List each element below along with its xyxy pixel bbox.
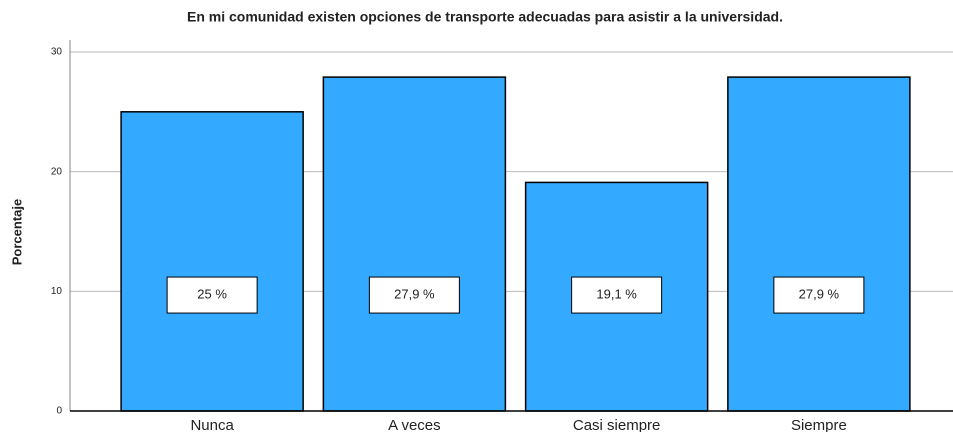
bar xyxy=(727,76,911,412)
value-label: 25 % xyxy=(197,287,227,302)
x-tick-label: Nunca xyxy=(190,417,234,432)
x-tick-label: Casi siempre xyxy=(573,417,661,432)
x-tick-label: A veces xyxy=(388,417,441,432)
y-tick-label: 10 xyxy=(51,286,63,297)
bar xyxy=(322,76,507,412)
value-label: 27,9 % xyxy=(394,287,435,302)
chart-title: En mi comunidad existen opciones de tran… xyxy=(187,9,783,25)
value-label-box xyxy=(773,276,865,314)
y-axis-label: Porcentaje xyxy=(9,199,24,265)
value-label: 19,1 % xyxy=(596,287,637,302)
value-label: 27,9 % xyxy=(799,287,840,302)
value-label-box xyxy=(166,276,258,314)
y-tick-label: 0 xyxy=(56,406,62,417)
value-label-box xyxy=(368,276,460,314)
x-tick-label: Siempre xyxy=(791,417,847,432)
bar xyxy=(120,111,304,412)
value-label-box xyxy=(571,276,663,314)
y-tick-label: 20 xyxy=(51,166,63,177)
y-tick-label: 30 xyxy=(51,47,63,58)
